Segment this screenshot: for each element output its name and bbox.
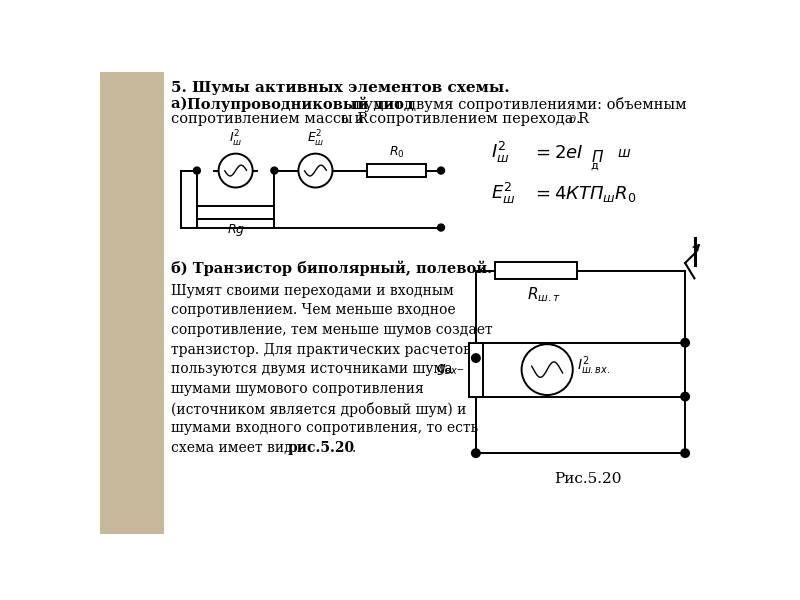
Text: $I^2_{ш}$: $I^2_{ш}$: [491, 140, 510, 166]
Text: $Rg$: $Rg$: [226, 222, 245, 238]
Text: $R_0$: $R_0$: [389, 145, 404, 160]
Circle shape: [522, 344, 573, 395]
Circle shape: [271, 167, 278, 174]
Text: и сопротивлением перехода R: и сопротивлением перехода R: [350, 112, 590, 126]
Text: д: д: [568, 115, 575, 125]
Text: $ш$: $ш$: [617, 146, 631, 160]
Text: $I^2_{ш}$: $I^2_{ш}$: [229, 129, 242, 149]
Text: 5. Шумы активных элементов схемы.: 5. Шумы активных элементов схемы.: [171, 81, 510, 95]
Circle shape: [298, 154, 333, 187]
Text: пользуются двумя источниками шума –: пользуются двумя источниками шума –: [171, 362, 464, 376]
Bar: [495, 262, 577, 279]
Bar: [469, 343, 483, 397]
Bar: [197, 206, 274, 218]
Text: рис.5.20: рис.5.20: [287, 441, 354, 455]
Text: $g_{вх}$: $g_{вх}$: [435, 362, 458, 377]
Text: Полупроводниковый диод: Полупроводниковый диод: [187, 97, 414, 112]
Circle shape: [681, 392, 690, 401]
Text: шумами шумового сопротивления: шумами шумового сопротивления: [171, 382, 424, 396]
FancyBboxPatch shape: [100, 72, 163, 534]
Text: Шумят своими переходами и входным: Шумят своими переходами и входным: [171, 284, 454, 298]
Text: сопротивлением массы R: сопротивлением массы R: [171, 112, 369, 126]
Circle shape: [681, 449, 690, 457]
Text: Рис.5.20: Рис.5.20: [554, 472, 622, 486]
Circle shape: [438, 167, 445, 174]
Text: $= 2eI$: $= 2eI$: [532, 144, 583, 162]
Text: сопротивление, тем меньше шумов создает: сопротивление, тем меньше шумов создает: [171, 323, 493, 337]
Text: а): а): [171, 97, 193, 110]
Text: транзистор. Для практических расчетов: транзистор. Для практических расчетов: [171, 343, 471, 356]
Text: шумами входного сопротивления, то есть: шумами входного сопротивления, то есть: [171, 421, 478, 435]
Circle shape: [218, 154, 253, 187]
Text: шумит двумя сопротивлениями: объемным: шумит двумя сопротивлениями: объемным: [346, 97, 686, 112]
Circle shape: [681, 338, 690, 347]
Circle shape: [472, 449, 480, 457]
Text: 0: 0: [340, 115, 347, 125]
Text: .: .: [352, 441, 356, 455]
Text: сопротивлением. Чем меньше входное: сопротивлением. Чем меньше входное: [171, 304, 456, 317]
Text: б) Транзистор биполярный, полевой.: б) Транзистор биполярный, полевой.: [171, 260, 493, 276]
Text: схема имеет вид: схема имеет вид: [171, 441, 298, 455]
Text: $E^2_{ш}$: $E^2_{ш}$: [306, 129, 324, 149]
Text: (источником является дробовый шум) и: (источником является дробовый шум) и: [171, 401, 466, 416]
Text: $I^2_{ш.вх.}$: $I^2_{ш.вх.}$: [578, 355, 611, 377]
Circle shape: [472, 354, 480, 362]
Text: $= 4КТП_{ш}R_0$: $= 4КТП_{ш}R_0$: [532, 184, 636, 203]
Text: д: д: [590, 161, 598, 170]
Text: $R_{ш.т}$: $R_{ш.т}$: [526, 285, 561, 304]
Circle shape: [438, 224, 445, 231]
Text: .: .: [576, 112, 581, 126]
Text: $E^2_{ш}$: $E^2_{ш}$: [491, 181, 516, 206]
Circle shape: [194, 167, 200, 174]
Bar: [367, 164, 426, 177]
Text: $П$: $П$: [590, 149, 604, 164]
